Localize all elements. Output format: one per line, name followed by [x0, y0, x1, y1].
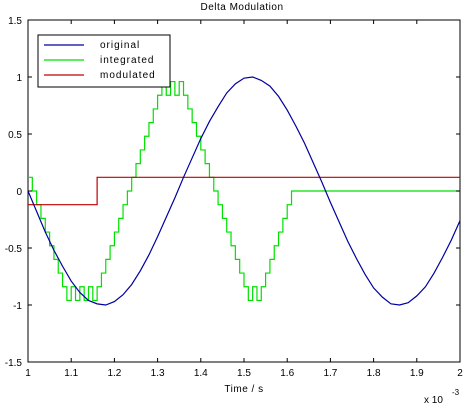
x-multiplier-exponent: -3: [452, 388, 460, 397]
x-tick-label: 1.5: [237, 368, 251, 379]
y-tick-label: 0: [16, 187, 22, 198]
x-multiplier-base: x 10: [424, 395, 443, 406]
legend-label-original: original: [100, 40, 140, 51]
x-axis-label: Time / s: [224, 384, 263, 395]
legend-box: [37, 34, 171, 88]
y-tick-label: -0.5: [5, 244, 23, 255]
legend-label-modulated: modulated: [100, 70, 156, 81]
legend-label-integrated: integrated: [100, 55, 154, 66]
x-multiplier: x 10 -3: [424, 388, 460, 406]
y-tick-label: -1: [13, 301, 22, 312]
series-line-modulated: [28, 176, 460, 206]
y-tick-label: 0.5: [8, 130, 22, 141]
x-tick-label: 1.1: [64, 368, 78, 379]
x-tick-label: 1.4: [194, 368, 208, 379]
x-tick-label: 1.3: [151, 368, 165, 379]
x-tick-label: 1.2: [107, 368, 121, 379]
y-tick-label: 1.5: [8, 16, 22, 27]
series-layer: [28, 76, 460, 306]
legend: original integrated modulated: [37, 34, 171, 88]
x-tick-label: 1.9: [410, 368, 424, 379]
x-tick-label: 1.7: [323, 368, 337, 379]
y-tick-label: -1.5: [5, 358, 23, 369]
x-tick-label: 1.6: [280, 368, 294, 379]
ticks-layer: 1 1.1 1.2 1.3 1.4 1.5 1.6 1.7 1.8 1.9 2 -1.5 -1 -0.5 0…: [5, 16, 463, 379]
series-line-original: [28, 76, 460, 306]
chart-title: Delta Modulation: [200, 2, 283, 13]
y-tick-label: 1: [16, 73, 22, 84]
x-tick-label: 1.8: [367, 368, 381, 379]
x-tick-label: 1: [25, 368, 31, 379]
x-tick-label: 2: [457, 368, 463, 379]
